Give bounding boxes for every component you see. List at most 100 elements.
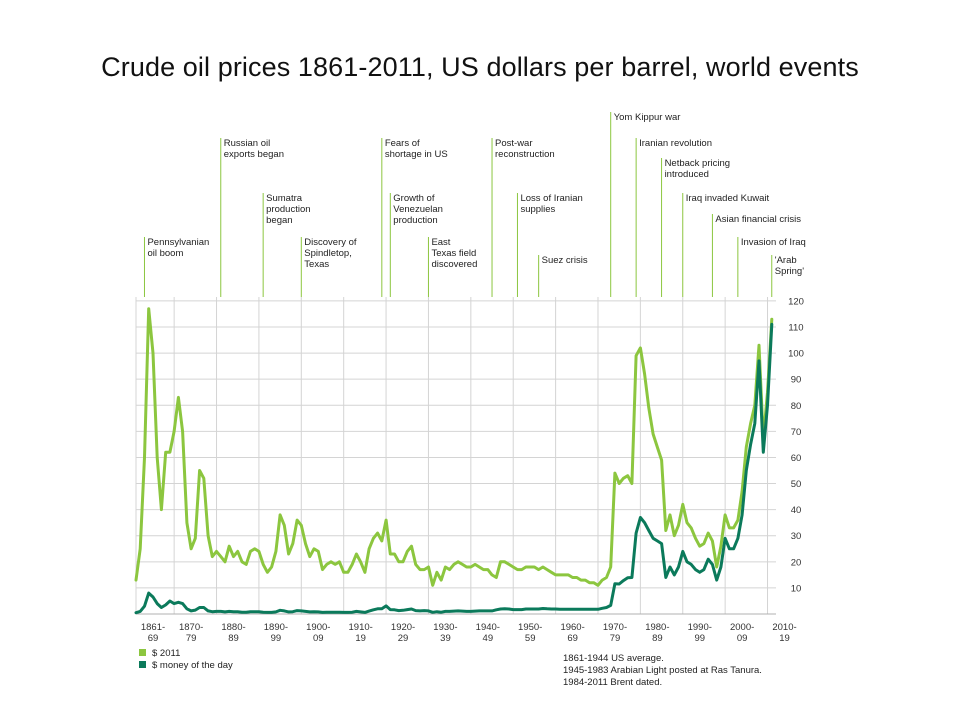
legend-label: $ money of the day [152,660,233,671]
x-tick-label: 69 [148,633,159,644]
event-label: Venezuelan [393,204,443,215]
y-tick-label: 60 [791,453,802,464]
x-tick-label: 69 [567,633,578,644]
y-tick-label: 30 [791,531,802,542]
event-label: Russian oil [224,138,270,149]
x-tick-label: 1920- [391,622,415,633]
x-tick-label: 1870- [179,622,203,633]
event-label: began [266,215,292,226]
x-tick-label: 09 [737,633,748,644]
x-tick-label: 1930- [433,622,457,633]
event-label: Invasion of Iraq [741,237,806,248]
y-tick-label: 120 [788,296,804,307]
x-tick-label: 39 [440,633,451,644]
x-tick-label: 99 [694,633,705,644]
event-label: production [393,215,437,226]
legend-swatch [139,661,146,668]
source-note: 1861-1944 US average. [563,653,664,664]
x-tick-label: 49 [483,633,494,644]
event-label: exports began [224,149,284,160]
series-line-2011-dollars [134,307,774,587]
x-tick-label: 79 [186,633,197,644]
event-label: Netback pricing [665,158,730,169]
event-label: Post-war [495,138,532,149]
y-tick-label: 100 [788,349,804,360]
source-note: 1984-2011 Brent dated. [563,677,662,688]
event-label: Yom Kippur war [614,112,681,123]
event-label: Discovery of [304,237,357,248]
slide-title: Crude oil prices 1861-2011, US dollars p… [101,52,859,82]
source-note: 1945-1983 Arabian Light posted at Ras Ta… [563,665,762,676]
event-label: 'Arab [775,255,797,266]
series-line-money-of-the-day [134,322,774,615]
x-tick-label: 1880- [221,622,245,633]
event-label: East [431,237,450,248]
event-label: Iraq invaded Kuwait [686,193,770,204]
x-tick-label: 29 [398,633,409,644]
source-notes: 1861-1944 US average.1945-1983 Arabian L… [563,653,762,688]
x-tick-label: 89 [228,633,239,644]
event-label: discovered [431,259,477,270]
x-tick-label: 1890- [264,622,288,633]
x-tick-label: 2010- [772,622,796,633]
event-label: Texas [304,259,329,270]
x-tick-label: 19 [779,633,790,644]
event-label: Sumatra [266,193,303,204]
x-tick-label: 09 [313,633,324,644]
event-label: supplies [520,204,555,215]
event-label: Suez crisis [542,255,588,266]
event-label: Asian financial crisis [715,214,801,225]
event-annotation: Asian financial crisis [711,214,801,297]
event-label: Texas field [431,248,476,259]
x-tick-label: 1990- [688,622,712,633]
event-annotation: Invasion of Iraq [737,237,806,297]
legend-label: $ 2011 [152,648,180,659]
y-tick-label: 80 [791,401,802,412]
event-label: Spring' [775,266,804,277]
x-tick-label: 2000- [730,622,754,633]
event-label: Pennsylvanian [147,237,209,248]
event-annotation: Suez crisis [538,255,588,297]
y-tick-label: 20 [791,557,802,568]
x-tick-label: 1910- [349,622,373,633]
x-axis-ticks: 1861-691870-791880-891890-991900-091910-… [141,622,797,644]
event-label: Loss of Iranian [520,193,582,204]
legend: $ 2011$ money of the day [139,648,233,671]
y-axis-ticks: 10 20 30 40 50 60 70 80 90 100 110 120 [788,296,804,594]
x-tick-label: 19 [355,633,366,644]
x-tick-label: 1861- [141,622,165,633]
event-annotation: Iraq invaded Kuwait [682,193,770,297]
event-label: Spindletop, [304,248,352,259]
event-label: reconstruction [495,149,555,160]
event-label: introduced [665,169,709,180]
y-tick-label: 110 [788,323,803,334]
x-tick-label: 1980- [645,622,669,633]
x-tick-label: 1950- [518,622,542,633]
x-tick-label: 1900- [306,622,330,633]
event-annotation: Iranian revolution [635,138,712,297]
event-annotation: Yom Kippur war [610,112,681,297]
x-tick-label: 1960- [560,622,584,633]
x-tick-label: 1970- [603,622,627,633]
y-tick-label: 70 [791,427,802,438]
x-tick-label: 99 [271,633,282,644]
event-label: Fears of [385,138,420,149]
event-label: oil boom [147,248,183,259]
grid-lines [135,297,776,615]
legend-swatch [139,649,146,656]
y-tick-label: 40 [791,505,802,516]
x-tick-label: 59 [525,633,536,644]
event-label: Iranian revolution [639,138,712,149]
